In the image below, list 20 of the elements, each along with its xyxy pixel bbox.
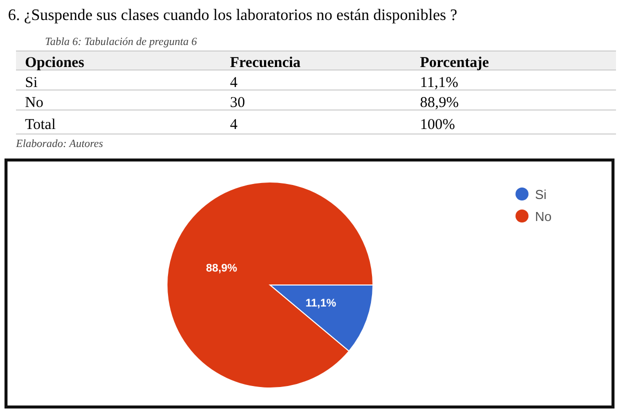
text: 88,9% bbox=[420, 95, 459, 111]
text: 4 bbox=[230, 75, 238, 91]
chart-subtitle: Tabla 6: Tabulación de pregunta 6 bbox=[45, 36, 198, 48]
text: Porcentaje bbox=[420, 55, 490, 71]
text: Opciones bbox=[25, 55, 84, 71]
legend-label: Si bbox=[535, 187, 547, 202]
data-label: 88,9% bbox=[206, 262, 238, 274]
legend-label: No bbox=[535, 209, 552, 224]
text: Elaborado: Autores bbox=[15, 138, 104, 150]
text: 30 bbox=[230, 95, 245, 111]
text: Frecuencia bbox=[230, 55, 302, 71]
text: No bbox=[25, 95, 44, 111]
text: 11,1% bbox=[420, 75, 458, 91]
text: Si bbox=[25, 75, 38, 91]
chart-title: 6. ¿Suspende sus clases cuando los laboratorios no están disponibles ? bbox=[8, 7, 458, 24]
text: 100% bbox=[420, 117, 455, 133]
text: Total bbox=[25, 117, 56, 133]
text: 4 bbox=[230, 117, 238, 133]
pie-slice bbox=[166, 182, 374, 388]
data-label: 11,1% bbox=[306, 298, 336, 310]
